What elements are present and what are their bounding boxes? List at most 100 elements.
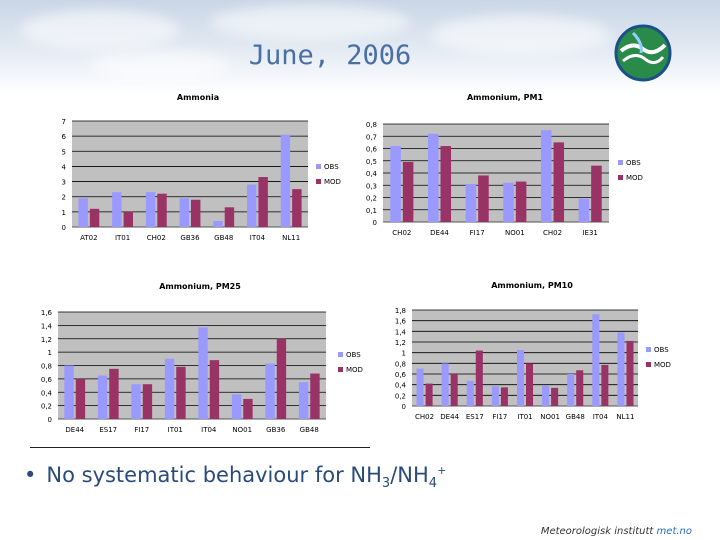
- y-tick-label: 0,2: [395, 392, 406, 400]
- bar-obs: [145, 192, 156, 227]
- y-tick-label: 1,2: [395, 339, 406, 347]
- bar-mod: [526, 363, 534, 406]
- chart-title: Ammonium, PM10: [491, 281, 573, 290]
- bar-obs: [427, 133, 439, 222]
- legend-swatch: [618, 175, 623, 180]
- bar-obs: [578, 198, 590, 222]
- bar-obs: [280, 134, 291, 227]
- bar-mod: [310, 373, 320, 419]
- legend-label: MOD: [324, 178, 341, 186]
- bar-obs: [198, 327, 208, 419]
- footer-accent: met.no: [656, 526, 692, 537]
- legend-label: OBS: [654, 346, 669, 354]
- x-tick-label: IT04: [250, 234, 266, 242]
- legend-swatch: [338, 367, 343, 372]
- bullet-prefix: No systematic behaviour for NH: [46, 463, 382, 487]
- y-tick-label: 0,3: [366, 182, 377, 190]
- bar-obs: [465, 184, 477, 222]
- x-tick-label: NO01: [232, 426, 252, 434]
- bar-mod: [176, 366, 186, 419]
- bar-obs: [164, 358, 175, 419]
- y-tick-label: 1,2: [41, 336, 52, 344]
- bar-obs: [131, 384, 141, 419]
- x-tick-label: IT04: [201, 426, 217, 434]
- legend-label: OBS: [324, 163, 339, 171]
- bar-obs: [516, 350, 524, 406]
- bar-mod: [142, 384, 153, 419]
- x-tick-label: ES17: [99, 426, 117, 434]
- y-tick-label: 0,7: [366, 133, 377, 141]
- y-tick-label: 6: [62, 133, 67, 141]
- bar-mod: [478, 175, 489, 222]
- plot-area: [72, 121, 308, 227]
- footer-main: Meteorologisk institutt: [540, 526, 657, 537]
- bar-mod: [224, 207, 235, 227]
- bar-mod: [123, 211, 134, 227]
- page-title: June, 2006: [248, 40, 412, 71]
- x-tick-label: GB48: [214, 234, 233, 242]
- legend-swatch: [618, 160, 623, 165]
- bar-mod: [89, 208, 100, 227]
- legend-label: MOD: [626, 174, 643, 182]
- bar-mod: [450, 374, 458, 406]
- y-tick-label: 0,2: [41, 403, 52, 411]
- bar-obs: [503, 182, 514, 222]
- bar-mod: [209, 360, 220, 419]
- y-tick-label: 1,6: [395, 318, 407, 326]
- y-tick-label: 0,4: [366, 170, 378, 178]
- bar-obs: [617, 332, 625, 406]
- bar-obs: [542, 385, 550, 406]
- x-tick-label: GB48: [300, 426, 319, 434]
- bar-obs: [265, 363, 275, 419]
- bar-obs: [298, 382, 309, 419]
- y-tick-label: 0,6: [395, 371, 407, 379]
- x-tick-label: IE31: [582, 229, 597, 237]
- y-tick-label: 0,8: [366, 121, 377, 129]
- bar-obs: [246, 184, 257, 227]
- x-tick-label: NL11: [282, 234, 300, 242]
- x-tick-label: NO01: [505, 229, 525, 237]
- y-tick-label: 1,4: [41, 322, 53, 330]
- x-tick-label: CH02: [543, 229, 562, 237]
- bar-obs: [491, 386, 499, 406]
- y-tick-label: 1,4: [395, 328, 407, 336]
- x-tick-label: GB36: [266, 426, 286, 434]
- y-tick-label: 0,6: [41, 376, 53, 384]
- met-logo-icon: [614, 24, 672, 82]
- x-tick-label: DE44: [440, 413, 459, 421]
- x-tick-label: FI17: [492, 413, 507, 421]
- bar-mod: [475, 350, 483, 406]
- legend-swatch: [316, 164, 321, 169]
- chart-title: Ammonium, PM25: [159, 282, 241, 291]
- bar-mod: [75, 378, 86, 419]
- x-tick-label: CH02: [415, 413, 434, 421]
- bullet-dot-icon: •: [24, 463, 37, 487]
- bar-obs: [64, 365, 74, 419]
- bar-mod: [500, 387, 508, 406]
- plot-area: [412, 310, 638, 406]
- y-tick-label: 0: [373, 219, 377, 227]
- bar-mod: [276, 338, 287, 419]
- y-tick-label: 0: [62, 224, 66, 232]
- chart-title: Ammonium, PM1: [467, 93, 543, 102]
- legend-swatch: [646, 362, 651, 367]
- x-tick-label: GB48: [566, 413, 585, 421]
- y-tick-label: 3: [62, 179, 66, 187]
- bar-mod: [601, 364, 609, 406]
- bullet-mid: /NH: [390, 463, 429, 487]
- bar-mod: [551, 387, 559, 406]
- legend-label: OBS: [626, 159, 641, 167]
- bar-obs: [567, 374, 575, 406]
- y-tick-label: 0,6: [366, 146, 378, 154]
- bar-mod: [191, 199, 201, 227]
- header-background: [0, 0, 720, 95]
- bar-mod: [258, 177, 268, 227]
- bar-mod: [402, 161, 414, 222]
- bar-mod: [292, 189, 302, 227]
- legend-label: MOD: [346, 366, 363, 374]
- y-tick-label: 0,1: [366, 207, 377, 215]
- legend-swatch: [646, 347, 651, 352]
- y-tick-label: 1: [402, 350, 406, 358]
- bar-obs: [213, 220, 223, 227]
- bar-mod: [515, 181, 527, 222]
